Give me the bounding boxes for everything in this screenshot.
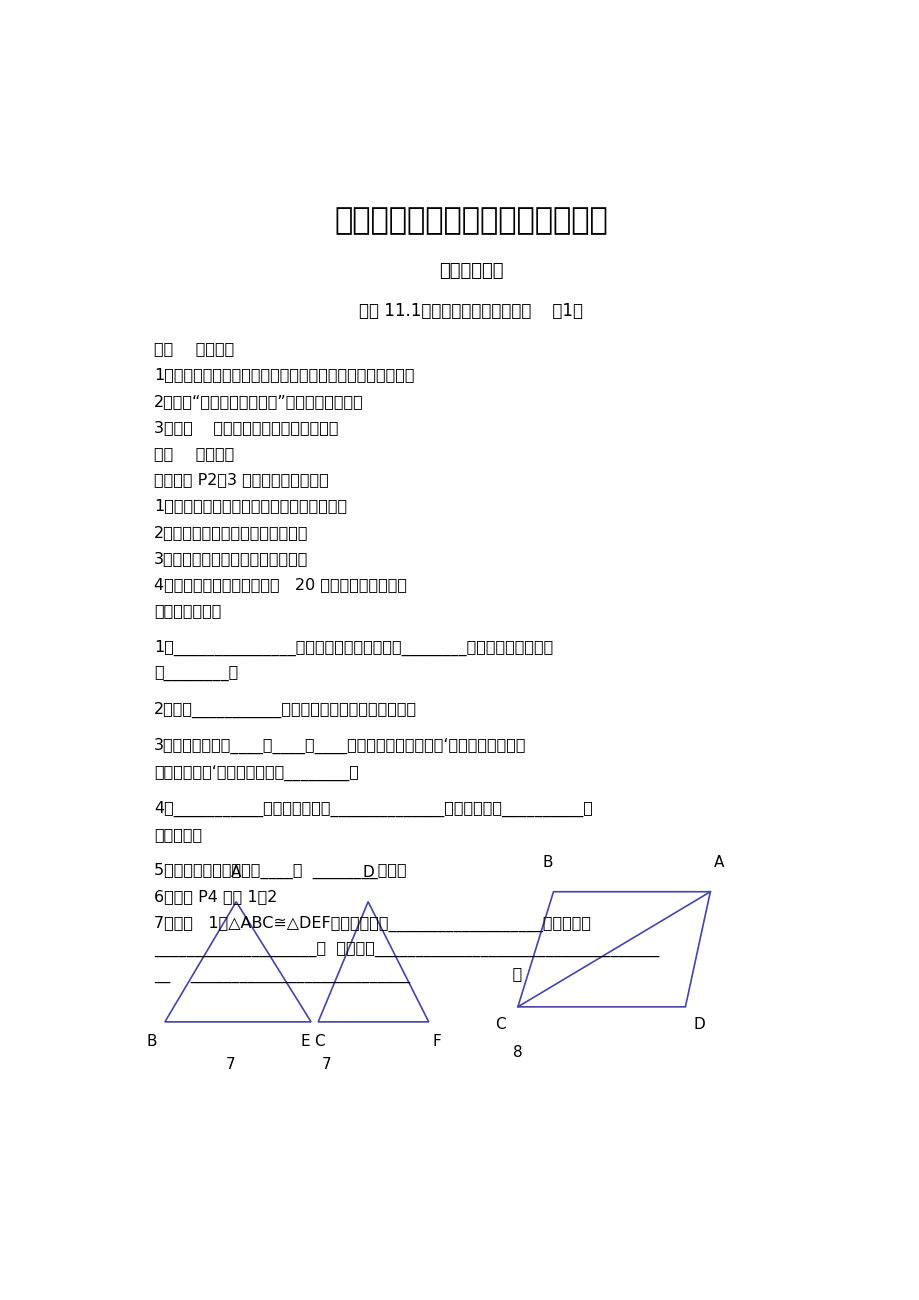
Text: 1、把握全等形、全等三角形及相关概念和全等三角形性质；: 1、把握全等形、全等三角形及相关概念和全等三角形性质；	[154, 368, 414, 382]
Text: 5、全等三角形的对应边____；  ________相等；: 5、全等三角形的对应边____； ________相等；	[154, 863, 406, 879]
Text: 3、一个图形经过____、____、____后位置变化了，但外形‘大小都没有转变，: 3、一个图形经过____、____、____后位置变化了，但外形‘大小都没有转变…	[154, 738, 527, 754]
Text: 3、娴熟    确定全等三角形的对应元素；: 3、娴熟 确定全等三角形的对应元素；	[154, 420, 338, 436]
Text: C: C	[494, 1017, 505, 1032]
Text: 人教版八年级数学上册全套导学案: 人教版八年级数学上册全套导学案	[335, 207, 607, 235]
Text: 2、懂得“平移、翳折、旋转”前后的图形全等；: 2、懂得“平移、翳折、旋转”前后的图形全等；	[154, 394, 364, 408]
Text: F: F	[433, 1034, 441, 1049]
Text: A: A	[713, 854, 723, 870]
Text: 1、_______________相同的图形放在一起能够________；这样的两个图形叫: 1、_______________相同的图形放在一起能够________；这样的…	[154, 640, 553, 655]
Text: 八年级备课组: 八年级备课组	[438, 263, 504, 280]
Text: __    ___________________________                    ；: __ ___________________________ ；	[154, 968, 522, 983]
Text: 8: 8	[512, 1045, 522, 1060]
Text: 2、能够___________的两个三角形叫做全等三角形；: 2、能够___________的两个三角形叫做全等三角形；	[154, 702, 417, 719]
Text: B: B	[542, 854, 552, 870]
Text: 7: 7	[322, 1057, 331, 1072]
Text: 4、自学后完成展现的内容，   20 分钟后，进行展现；: 4、自学后完成展现的内容， 20 分钟后，进行展现；	[154, 577, 407, 593]
Text: 3、懂得并记忆全等三角形的性质；: 3、懂得并记忆全等三角形的性质；	[154, 551, 308, 566]
Text: 即平移、翳折‘旋转前后的图形________；: 即平移、翳折‘旋转前后的图形________；	[154, 764, 358, 781]
Text: 1、懂得并背诵全等形及全等三角形的定义；: 1、懂得并背诵全等形及全等三角形的定义；	[154, 498, 347, 514]
Text: D: D	[362, 864, 374, 880]
Text: 7: 7	[225, 1057, 235, 1072]
Text: E: E	[301, 1034, 310, 1049]
Text: D: D	[693, 1017, 705, 1032]
Text: C: C	[314, 1034, 324, 1049]
Text: 自学课本 P2－3 页，完成以下要求；: 自学课本 P2－3 页，完成以下要求；	[154, 472, 329, 488]
Text: 4、___________叫做对应顶点；______________叫做对应边；__________叫: 4、___________叫做对应顶点；______________叫做对应边；…	[154, 801, 593, 816]
Text: 二、    自学指导: 二、 自学指导	[154, 446, 234, 462]
Text: 做对应角；: 做对应角；	[154, 827, 202, 842]
Text: 2、留意全等中对应点位置的书写；: 2、留意全等中对应点位置的书写；	[154, 525, 309, 540]
Text: 7、如图   1，△ABC≅△DEF，对应顶点是___________________，对应角是: 7、如图 1，△ABC≅△DEF，对应顶点是__________________…	[154, 915, 591, 932]
Text: A: A	[231, 864, 241, 880]
Text: ____________________，  对应边是___________________________________: ____________________， 对应边是______________…	[154, 941, 659, 957]
Text: 一、    学习目标: 一、 学习目标	[154, 341, 234, 356]
Text: 6、课本 P4 练习 1、2: 6、课本 P4 练习 1、2	[154, 889, 278, 905]
Text: B: B	[147, 1034, 157, 1049]
Text: 课题 11.1全等三角形的判定〔一〕    （1）: 课题 11.1全等三角形的判定〔一〕 （1）	[359, 302, 583, 320]
Text: 三、展现内容：: 三、展现内容：	[154, 603, 221, 619]
Text: 做________；: 做________；	[154, 666, 238, 681]
